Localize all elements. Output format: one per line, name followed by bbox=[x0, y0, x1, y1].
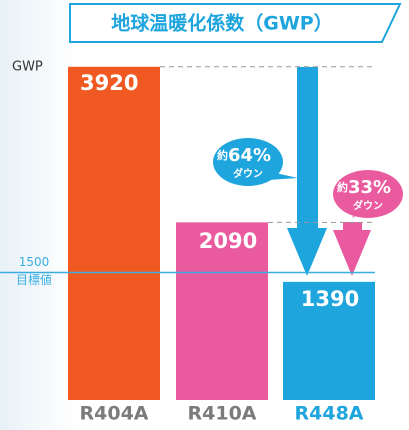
reference-value: 1500 bbox=[19, 255, 50, 269]
value-label: 3920 bbox=[80, 71, 138, 95]
annotation-note: ダウン bbox=[233, 167, 263, 180]
annotation-value: 64% bbox=[228, 145, 271, 166]
value-label: 1390 bbox=[301, 287, 359, 311]
value-label: 2090 bbox=[199, 229, 257, 253]
annotation-note: ダウン bbox=[353, 199, 383, 212]
reference-label: 目標値 bbox=[16, 272, 52, 287]
y-axis-label: GWP bbox=[12, 60, 43, 75]
x-tick-label: R410A bbox=[188, 403, 257, 425]
chart-title: 地球温暖化係数（GWP） bbox=[111, 12, 332, 35]
annotation-value: 33% bbox=[348, 177, 391, 198]
bar bbox=[68, 67, 160, 400]
x-tick-label: R404A bbox=[80, 403, 149, 425]
x-tick-label: R448A bbox=[295, 403, 364, 425]
annotation-prefix: 約 bbox=[217, 148, 228, 162]
chart: 地球温暖化係数（GWP） GWP 3920 R404A 2090 R410A 1390 R… bbox=[0, 0, 409, 430]
annotation-prefix: 約 bbox=[337, 180, 348, 194]
